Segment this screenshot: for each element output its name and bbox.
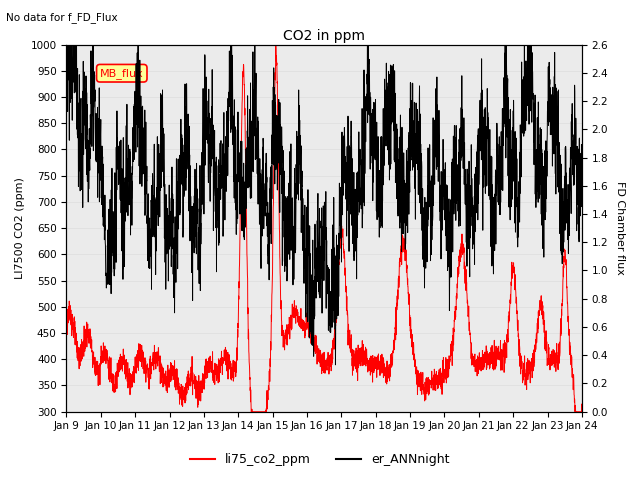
Legend: li75_co2_ppm, er_ANNnight: li75_co2_ppm, er_ANNnight xyxy=(186,448,454,471)
Y-axis label: LI7500 CO2 (ppm): LI7500 CO2 (ppm) xyxy=(15,177,25,279)
Title: CO2 in ppm: CO2 in ppm xyxy=(283,29,365,43)
Text: MB_flux: MB_flux xyxy=(100,68,143,79)
Y-axis label: FD Chamber flux: FD Chamber flux xyxy=(615,181,625,275)
Text: No data for f_FD_Flux: No data for f_FD_Flux xyxy=(6,12,118,23)
